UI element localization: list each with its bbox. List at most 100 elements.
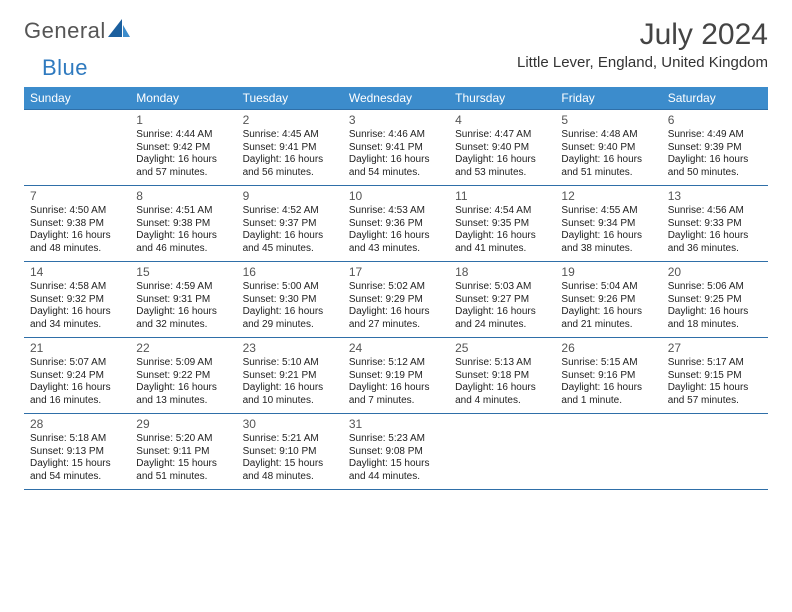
day-info-line: Sunset: 9:37 PM [243, 218, 337, 231]
title-block: July 2024 Little Lever, England, United … [517, 18, 768, 71]
day-info-line: Sunset: 9:33 PM [668, 218, 762, 231]
day-info-line: Sunset: 9:38 PM [136, 218, 230, 231]
calendar-bottom-rule [24, 490, 768, 491]
day-info-line: and 21 minutes. [561, 319, 655, 332]
day-number: 23 [243, 341, 337, 356]
day-number: 8 [136, 189, 230, 204]
calendar-day-cell: 14Sunrise: 4:58 AMSunset: 9:32 PMDayligh… [24, 262, 130, 338]
day-info-line: and 56 minutes. [243, 167, 337, 180]
dayheader-sun: Sunday [24, 87, 130, 110]
day-info-line: Sunset: 9:10 PM [243, 446, 337, 459]
day-info-line: Daylight: 16 hours [668, 306, 762, 319]
day-info-line: Sunset: 9:08 PM [349, 446, 443, 459]
day-info-line: and 36 minutes. [668, 243, 762, 256]
day-info-line: Sunrise: 4:45 AM [243, 129, 337, 142]
calendar-day-cell: 27Sunrise: 5:17 AMSunset: 9:15 PMDayligh… [662, 338, 768, 414]
day-info-line: and 10 minutes. [243, 395, 337, 408]
day-info-line: Sunset: 9:36 PM [349, 218, 443, 231]
day-info-line: Daylight: 15 hours [668, 382, 762, 395]
day-info-line: Sunset: 9:42 PM [136, 142, 230, 155]
calendar-day-cell: 20Sunrise: 5:06 AMSunset: 9:25 PMDayligh… [662, 262, 768, 338]
day-number: 10 [349, 189, 443, 204]
day-info-line: Sunset: 9:21 PM [243, 370, 337, 383]
day-number: 14 [30, 265, 124, 280]
day-info-line: Daylight: 16 hours [561, 230, 655, 243]
calendar-week-row: 28Sunrise: 5:18 AMSunset: 9:13 PMDayligh… [24, 414, 768, 490]
day-info-line: Daylight: 15 hours [243, 458, 337, 471]
day-info-line: and 34 minutes. [30, 319, 124, 332]
day-info-line: and 44 minutes. [349, 471, 443, 484]
calendar-table: Sunday Monday Tuesday Wednesday Thursday… [24, 87, 768, 490]
calendar-day-cell: 15Sunrise: 4:59 AMSunset: 9:31 PMDayligh… [130, 262, 236, 338]
calendar-empty-cell [24, 110, 130, 186]
day-info-line: Sunrise: 5:10 AM [243, 357, 337, 370]
brand-word-1: General [24, 18, 106, 44]
day-number: 25 [455, 341, 549, 356]
day-info-line: Sunrise: 4:49 AM [668, 129, 762, 142]
calendar-empty-cell [449, 414, 555, 490]
day-info-line: Daylight: 16 hours [455, 382, 549, 395]
day-info-line: and 16 minutes. [30, 395, 124, 408]
day-info-line: and 7 minutes. [349, 395, 443, 408]
day-info-line: Sunrise: 4:54 AM [455, 205, 549, 218]
day-info-line: and 18 minutes. [668, 319, 762, 332]
day-number: 22 [136, 341, 230, 356]
day-info-line: Sunset: 9:18 PM [455, 370, 549, 383]
calendar-day-cell: 19Sunrise: 5:04 AMSunset: 9:26 PMDayligh… [555, 262, 661, 338]
day-info-line: Sunrise: 4:44 AM [136, 129, 230, 142]
day-info-line: Daylight: 16 hours [243, 154, 337, 167]
day-info-line: Sunset: 9:34 PM [561, 218, 655, 231]
day-info-line: Sunrise: 4:53 AM [349, 205, 443, 218]
day-info-line: Sunrise: 5:21 AM [243, 433, 337, 446]
day-info-line: Daylight: 16 hours [30, 230, 124, 243]
day-info-line: Sunrise: 5:03 AM [455, 281, 549, 294]
day-info-line: Daylight: 16 hours [136, 306, 230, 319]
day-info-line: Sunset: 9:39 PM [668, 142, 762, 155]
day-info-line: Daylight: 16 hours [561, 306, 655, 319]
day-info-line: Sunset: 9:32 PM [30, 294, 124, 307]
day-info-line: Sunrise: 5:04 AM [561, 281, 655, 294]
calendar-day-cell: 11Sunrise: 4:54 AMSunset: 9:35 PMDayligh… [449, 186, 555, 262]
day-info-line: Daylight: 16 hours [455, 230, 549, 243]
calendar-day-cell: 17Sunrise: 5:02 AMSunset: 9:29 PMDayligh… [343, 262, 449, 338]
day-info-line: Sunrise: 4:55 AM [561, 205, 655, 218]
day-info-line: Daylight: 16 hours [30, 382, 124, 395]
month-title: July 2024 [517, 18, 768, 52]
dayheader-thu: Thursday [449, 87, 555, 110]
day-info-line: Sunset: 9:31 PM [136, 294, 230, 307]
day-info-line: Sunset: 9:40 PM [561, 142, 655, 155]
day-number: 31 [349, 417, 443, 432]
day-number: 18 [455, 265, 549, 280]
day-info-line: Sunrise: 5:12 AM [349, 357, 443, 370]
day-info-line: Sunset: 9:41 PM [243, 142, 337, 155]
day-info-line: Sunset: 9:27 PM [455, 294, 549, 307]
day-number: 26 [561, 341, 655, 356]
day-info-line: and 57 minutes. [668, 395, 762, 408]
calendar-day-cell: 31Sunrise: 5:23 AMSunset: 9:08 PMDayligh… [343, 414, 449, 490]
location-line: Little Lever, England, United Kingdom [517, 54, 768, 71]
day-info-line: Sunrise: 5:09 AM [136, 357, 230, 370]
day-number: 2 [243, 113, 337, 128]
day-info-line: Sunrise: 4:48 AM [561, 129, 655, 142]
day-info-line: Sunset: 9:19 PM [349, 370, 443, 383]
day-number: 21 [30, 341, 124, 356]
day-number: 27 [668, 341, 762, 356]
day-info-line: Sunrise: 5:13 AM [455, 357, 549, 370]
day-info-line: Daylight: 16 hours [136, 382, 230, 395]
day-number: 13 [668, 189, 762, 204]
day-header-row: Sunday Monday Tuesday Wednesday Thursday… [24, 87, 768, 110]
day-info-line: Sunrise: 5:15 AM [561, 357, 655, 370]
brand-word-2: Blue [42, 55, 88, 81]
day-info-line: Daylight: 15 hours [136, 458, 230, 471]
calendar-day-cell: 13Sunrise: 4:56 AMSunset: 9:33 PMDayligh… [662, 186, 768, 262]
day-info-line: and 51 minutes. [136, 471, 230, 484]
day-info-line: Sunrise: 4:47 AM [455, 129, 549, 142]
calendar-day-cell: 28Sunrise: 5:18 AMSunset: 9:13 PMDayligh… [24, 414, 130, 490]
calendar-day-cell: 16Sunrise: 5:00 AMSunset: 9:30 PMDayligh… [237, 262, 343, 338]
day-info-line: Daylight: 16 hours [243, 382, 337, 395]
sail-icon [108, 19, 130, 44]
day-info-line: and 13 minutes. [136, 395, 230, 408]
day-info-line: Daylight: 16 hours [243, 306, 337, 319]
day-info-line: and 46 minutes. [136, 243, 230, 256]
day-number: 1 [136, 113, 230, 128]
